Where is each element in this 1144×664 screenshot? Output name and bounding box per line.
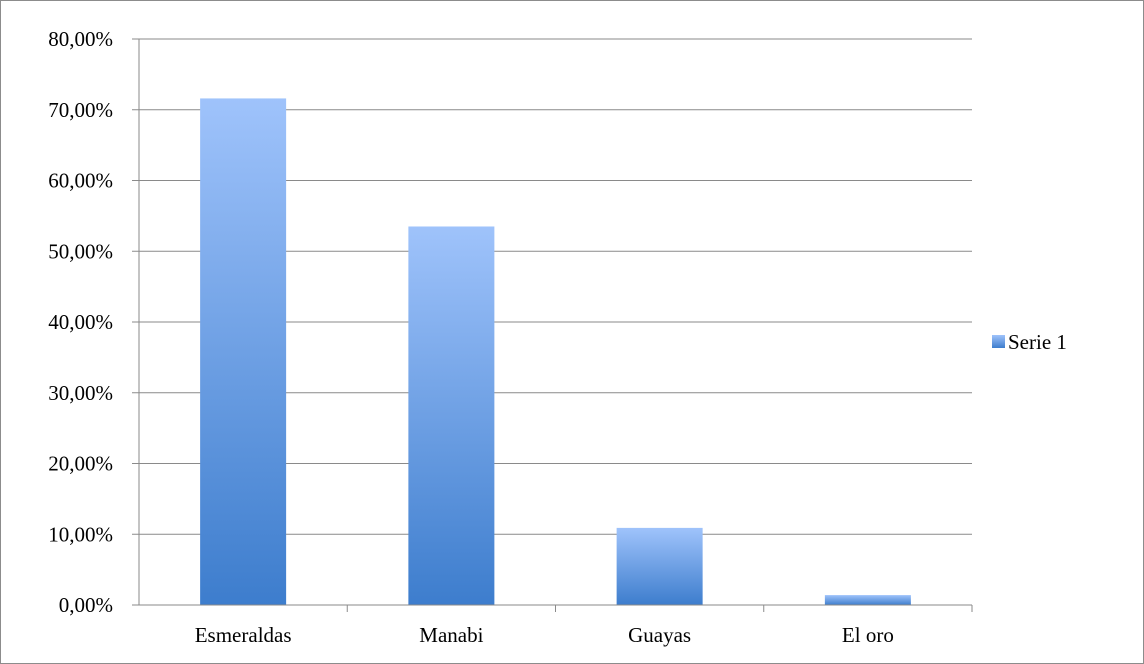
y-tick-label: 60,00% (48, 169, 113, 193)
legend: Serie 1 (992, 330, 1067, 354)
x-tick-label: Manabi (419, 623, 483, 647)
bar-guayas (616, 527, 703, 605)
bar-manabi (408, 226, 495, 606)
y-tick-label: 20,00% (48, 452, 113, 476)
y-tick-label: 10,00% (48, 522, 113, 546)
y-tick-label: 0,00% (59, 593, 113, 617)
legend-swatch (992, 335, 1005, 348)
bar-el-oro (824, 595, 911, 605)
x-tick-label: Guayas (628, 623, 691, 647)
y-tick-label: 80,00% (48, 27, 113, 51)
y-tick-label: 50,00% (48, 239, 113, 263)
x-tick-label: El oro (842, 623, 894, 647)
x-axis-tick-labels: Esmeraldas Manabi Guayas El oro (195, 623, 894, 647)
y-tick-label: 70,00% (48, 98, 113, 122)
legend-label: Serie 1 (1008, 330, 1067, 354)
y-axis-tick-labels: 0,00% 10,00% 20,00% 30,00% 40,00% 50,00% 60,00… (48, 27, 113, 617)
y-tick-label: 40,00% (48, 310, 113, 334)
bar-esmeraldas (200, 98, 287, 606)
y-tick-label: 30,00% (48, 381, 113, 405)
axes (132, 38, 973, 612)
bars (200, 98, 911, 606)
x-tick-label: Esmeraldas (195, 623, 292, 647)
